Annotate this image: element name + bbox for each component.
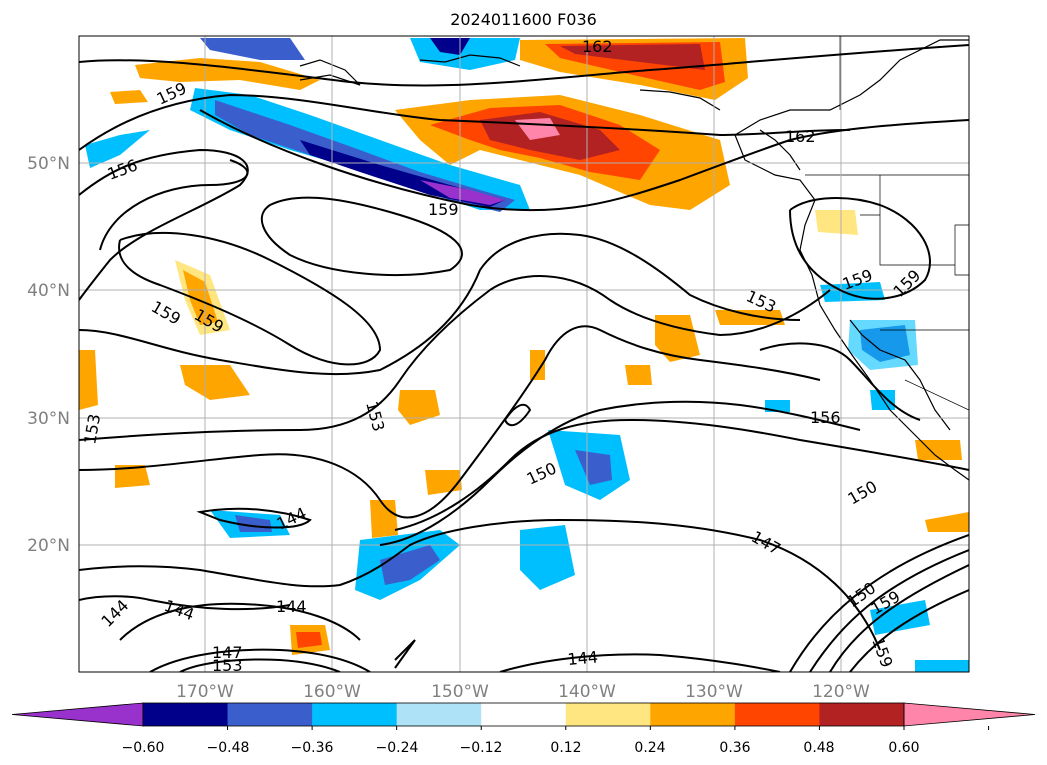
colorbar-segment <box>734 703 820 726</box>
lat-label: 20°N <box>27 536 70 556</box>
colorbar-tick-label: −0.12 <box>460 740 503 756</box>
chart-title: 2024011600 F036 <box>450 10 597 29</box>
lat-label: 50°N <box>27 154 70 174</box>
colorbar-tick-label: −0.48 <box>207 740 250 756</box>
colorbar-extend-max <box>903 702 1036 727</box>
contour-label: 147 <box>212 643 243 662</box>
height-contours <box>79 44 969 672</box>
colorbar-tick-label: 0.24 <box>634 740 665 756</box>
shaded-anomalies <box>79 38 969 672</box>
contour-label: 144 <box>567 647 599 669</box>
lon-label: 150°W <box>431 682 489 702</box>
contour-label: 162 <box>582 37 613 56</box>
contour-label: 153 <box>212 656 243 675</box>
lat-label: 30°N <box>27 409 70 429</box>
lon-label: 120°W <box>812 682 870 702</box>
colorbar-tick-label: −0.24 <box>376 740 419 756</box>
colorbar-tick-label: 0.48 <box>803 740 834 756</box>
colorbar-segment <box>396 703 482 726</box>
lat-label: 40°N <box>27 281 70 301</box>
colorbar-segment <box>565 703 651 726</box>
colorbar-tick-label: −0.36 <box>291 740 334 756</box>
contour-label: 159 <box>428 200 459 219</box>
colorbar-segment <box>650 703 736 726</box>
colorbar-segment <box>819 703 905 726</box>
contour-label: 156 <box>810 408 841 427</box>
colorbar-tick-label: 0.12 <box>550 740 581 756</box>
colorbar-tick-label: 0.60 <box>888 740 919 756</box>
lon-label: 160°W <box>303 682 361 702</box>
colorbar-border <box>142 702 905 727</box>
lon-label: 140°W <box>558 682 616 702</box>
latitude-labels: 50°N 40°N 30°N 20°N <box>27 154 70 556</box>
longitude-labels: 170°W 160°W 150°W 140°W 130°W 120°W <box>176 682 870 702</box>
colorbar-segment <box>227 703 313 726</box>
colorbar-segment <box>143 703 229 726</box>
colorbar-segment <box>312 703 398 726</box>
colorbar-extend-min <box>11 702 144 727</box>
lon-label: 130°W <box>685 682 743 702</box>
colorbar <box>11 702 1036 730</box>
lon-label: 170°W <box>176 682 234 702</box>
map-frame <box>78 35 970 673</box>
colorbar-ticks: −0.60 −0.48 −0.36 −0.24 −0.12 0.12 0.24 … <box>122 740 920 756</box>
contour-label: 162 <box>785 127 816 146</box>
colorbar-tick-label: 0.36 <box>719 740 750 756</box>
contour-label: 144 <box>276 597 307 616</box>
colorbar-segment <box>481 703 567 726</box>
colorbar-tick-label: −0.60 <box>122 740 165 756</box>
